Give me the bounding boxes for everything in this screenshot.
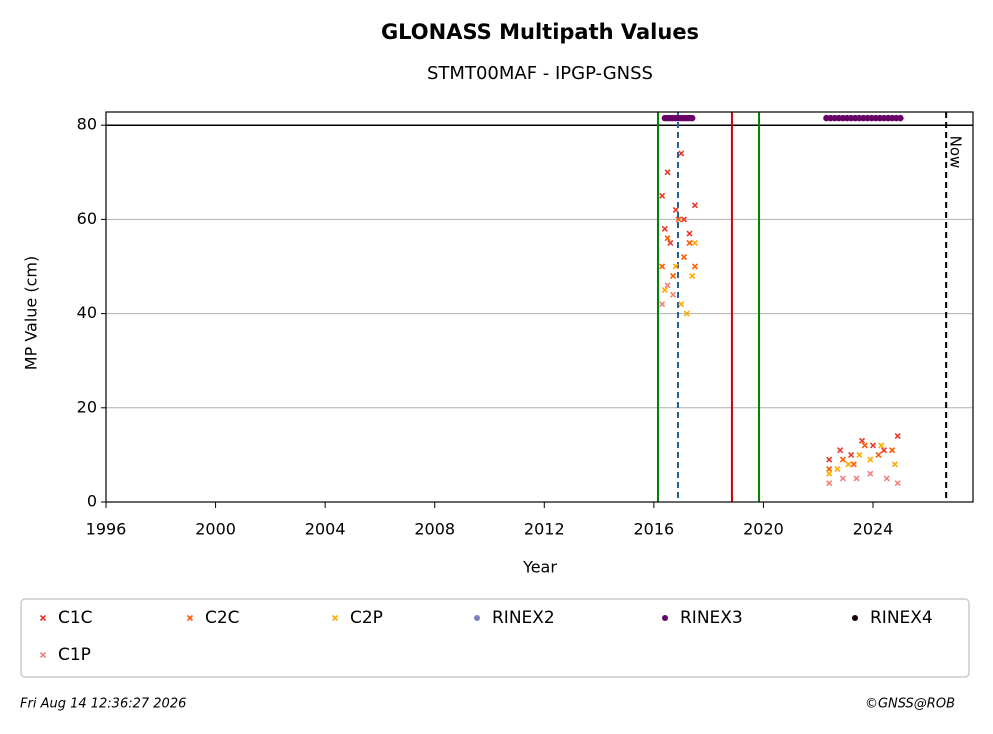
legend-label: RINEX2 (492, 608, 555, 628)
data-point (826, 465, 833, 473)
x-tick-label: 2000 (195, 520, 236, 539)
legend-label: C2C (205, 608, 240, 628)
data-point (839, 456, 846, 463)
legend-label: C2P (350, 608, 383, 628)
data-point (661, 225, 668, 232)
data-point (897, 114, 904, 122)
data-point (675, 216, 682, 223)
data-point (691, 202, 699, 209)
legend-box (20, 598, 970, 678)
data-point (853, 475, 860, 482)
data-point (683, 310, 690, 317)
legend-marker (662, 615, 668, 621)
x-tick-label: 1996 (86, 520, 127, 539)
data-point (837, 447, 844, 454)
y-axis-label: MP Value (cm) (22, 256, 41, 370)
data-point (689, 114, 696, 122)
x-axis-label: Year (522, 558, 557, 577)
x-tick-label: 2016 (634, 520, 675, 539)
legend-marker (39, 651, 47, 659)
data-point (848, 451, 855, 458)
data-point (667, 239, 674, 247)
data-point (686, 239, 693, 247)
data-point (880, 447, 888, 454)
legend-marker (39, 614, 47, 622)
data-point (691, 239, 699, 247)
data-point (664, 282, 671, 289)
data-point (845, 461, 852, 468)
data-point (678, 301, 685, 308)
data-point (883, 475, 890, 482)
chart-title: GLONASS Multipath Values (381, 20, 699, 44)
legend-marker (474, 615, 480, 621)
x-tick-label: 2024 (853, 520, 894, 539)
y-tick-label: 80 (77, 115, 97, 134)
legend-label: C1C (58, 608, 93, 628)
legend-label: RINEX3 (680, 608, 743, 628)
data-point (664, 235, 671, 242)
credit: ©GNSS@ROB (865, 697, 955, 712)
legend-marker (852, 615, 858, 621)
x-tick-label: 2004 (305, 520, 346, 539)
data-point (669, 272, 677, 279)
legend-label: C1P (58, 645, 91, 665)
data-point (867, 456, 874, 463)
legend-label: RINEX4 (870, 608, 933, 628)
data-point (889, 447, 896, 454)
data-point (672, 263, 679, 270)
y-tick-label: 0 (87, 492, 97, 511)
data-point (659, 301, 666, 308)
data-point (686, 230, 693, 237)
y-tick-label: 40 (77, 303, 97, 322)
data-point (826, 480, 833, 487)
data-point (689, 272, 696, 279)
data-point (661, 286, 668, 294)
y-tick-label: 60 (77, 209, 97, 228)
data-point (672, 206, 679, 214)
data-point (891, 461, 898, 468)
data-point (826, 470, 833, 477)
data-point (878, 442, 885, 449)
data-point (659, 263, 666, 270)
data-point (659, 192, 666, 199)
legend-marker (186, 614, 194, 622)
timestamp: Fri Aug 14 12:36:27 2026 (20, 697, 186, 712)
data-point (869, 442, 877, 449)
chart-subtitle: STMT00MAF - IPGP-GNSS (427, 63, 653, 84)
data-point (856, 451, 863, 458)
x-tick-label: 2020 (743, 520, 784, 539)
data-point (861, 442, 868, 449)
data-point (867, 470, 874, 477)
x-tick-label: 2008 (414, 520, 455, 539)
data-point (691, 263, 699, 270)
data-point (678, 150, 685, 157)
data-point (680, 254, 688, 261)
data-point (850, 461, 857, 468)
legend-marker (331, 614, 339, 622)
data-point (875, 451, 882, 458)
data-point (664, 169, 671, 176)
data-point (680, 216, 688, 223)
data-point (839, 475, 846, 482)
data-point (894, 480, 901, 487)
data-point (894, 432, 901, 440)
data-point (858, 437, 866, 444)
x-tick-label: 2012 (524, 520, 565, 539)
plot-frame (105, 111, 974, 503)
data-point (826, 456, 833, 463)
data-point (669, 291, 677, 298)
data-point (834, 465, 841, 473)
y-tick-label: 20 (77, 397, 97, 416)
event-label: Now (947, 136, 965, 169)
